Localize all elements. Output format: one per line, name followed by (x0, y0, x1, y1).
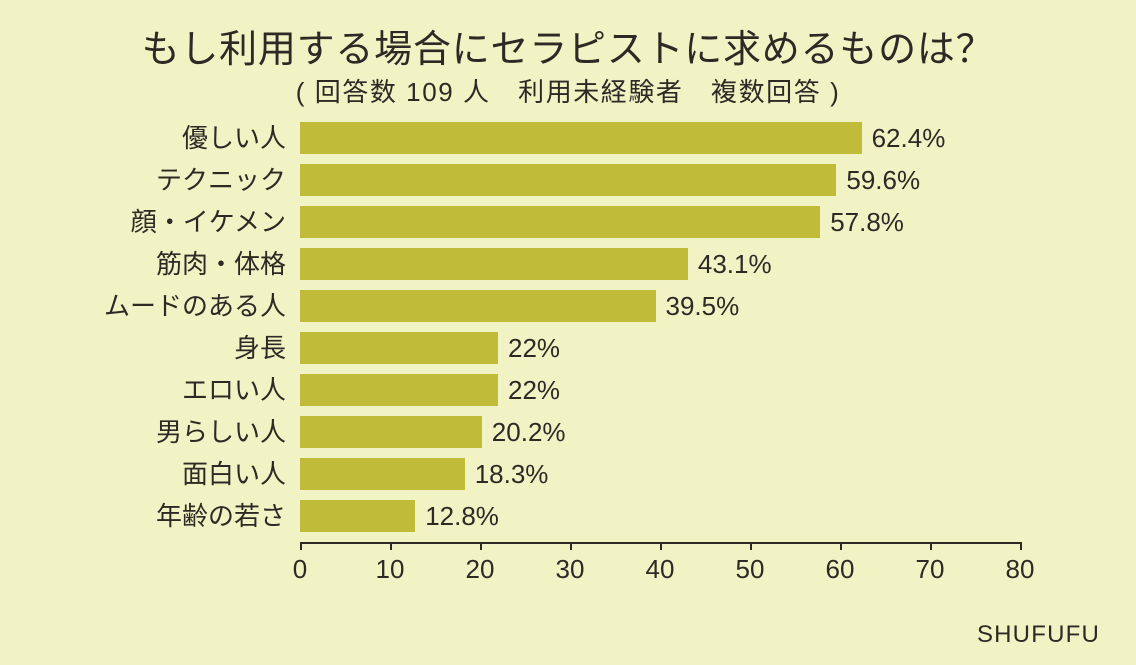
bar-row: エロい人 22% (0, 374, 1136, 406)
bar-row: 筋肉・体格 43.1% (0, 248, 1136, 280)
value-label: 57.8% (830, 206, 904, 238)
bar (300, 458, 465, 490)
bar-row: 優しい人 62.4% (0, 122, 1136, 154)
x-tick (840, 542, 842, 550)
bar-chart: 優しい人 62.4% テクニック 59.6% 顔・イケメン 57.8% 筋肉・体格 43.1%… (0, 122, 1136, 602)
category-label: ムードのある人 (0, 290, 286, 322)
value-label: 22% (508, 374, 560, 406)
category-label: 身長 (0, 332, 286, 364)
x-tick (480, 542, 482, 550)
value-label: 59.6% (846, 164, 920, 196)
value-label: 18.3% (475, 458, 549, 490)
category-label: 筋肉・体格 (0, 248, 286, 280)
bar-row: 年齢の若さ 12.8% (0, 500, 1136, 532)
x-tick (750, 542, 752, 550)
x-tick (390, 542, 392, 550)
category-label: 男らしい人 (0, 416, 286, 448)
bar (300, 122, 862, 154)
category-label: 優しい人 (0, 122, 286, 154)
x-tick (930, 542, 932, 550)
bar-row: 身長 22% (0, 332, 1136, 364)
bar-row: ムードのある人 39.5% (0, 290, 1136, 322)
bar-row: 顔・イケメン 57.8% (0, 206, 1136, 238)
x-tick-label: 20 (466, 554, 495, 585)
category-label: 面白い人 (0, 458, 286, 490)
category-label: 顔・イケメン (0, 206, 286, 238)
chart-title: もし利用する場合にセラピストに求めるものは？ (0, 18, 1136, 73)
chart-subtitle: ( 回答数 109 人 利用未経験者 複数回答 ) (0, 72, 1136, 109)
category-label: テクニック (0, 164, 286, 196)
value-label: 12.8% (425, 500, 499, 532)
chart-canvas: もし利用する場合にセラピストに求めるものは？ ( 回答数 109 人 利用未経験… (0, 0, 1136, 665)
x-tick (300, 542, 302, 550)
x-tick-label: 40 (646, 554, 675, 585)
bar-row: 面白い人 18.3% (0, 458, 1136, 490)
bar (300, 500, 415, 532)
bar (300, 416, 482, 448)
bar (300, 206, 820, 238)
bar (300, 290, 656, 322)
x-tick-label: 60 (826, 554, 855, 585)
bar-row: 男らしい人 20.2% (0, 416, 1136, 448)
value-label: 39.5% (666, 290, 740, 322)
value-label: 62.4% (872, 122, 946, 154)
footer-credit: SHUFUFU (977, 621, 1100, 649)
bar (300, 248, 688, 280)
bar-row: テクニック 59.6% (0, 164, 1136, 196)
bar (300, 374, 498, 406)
x-tick-label: 30 (556, 554, 585, 585)
x-tick (570, 542, 572, 550)
x-tick-label: 0 (293, 554, 307, 585)
x-tick-label: 80 (1006, 554, 1035, 585)
value-label: 20.2% (492, 416, 566, 448)
value-label: 43.1% (698, 248, 772, 280)
x-tick (1020, 542, 1022, 550)
x-tick-label: 70 (916, 554, 945, 585)
category-label: 年齢の若さ (0, 500, 286, 532)
bar (300, 332, 498, 364)
category-label: エロい人 (0, 374, 286, 406)
value-label: 22% (508, 332, 560, 364)
x-tick-label: 50 (736, 554, 765, 585)
x-tick (660, 542, 662, 550)
bar (300, 164, 836, 196)
x-tick-label: 10 (376, 554, 405, 585)
